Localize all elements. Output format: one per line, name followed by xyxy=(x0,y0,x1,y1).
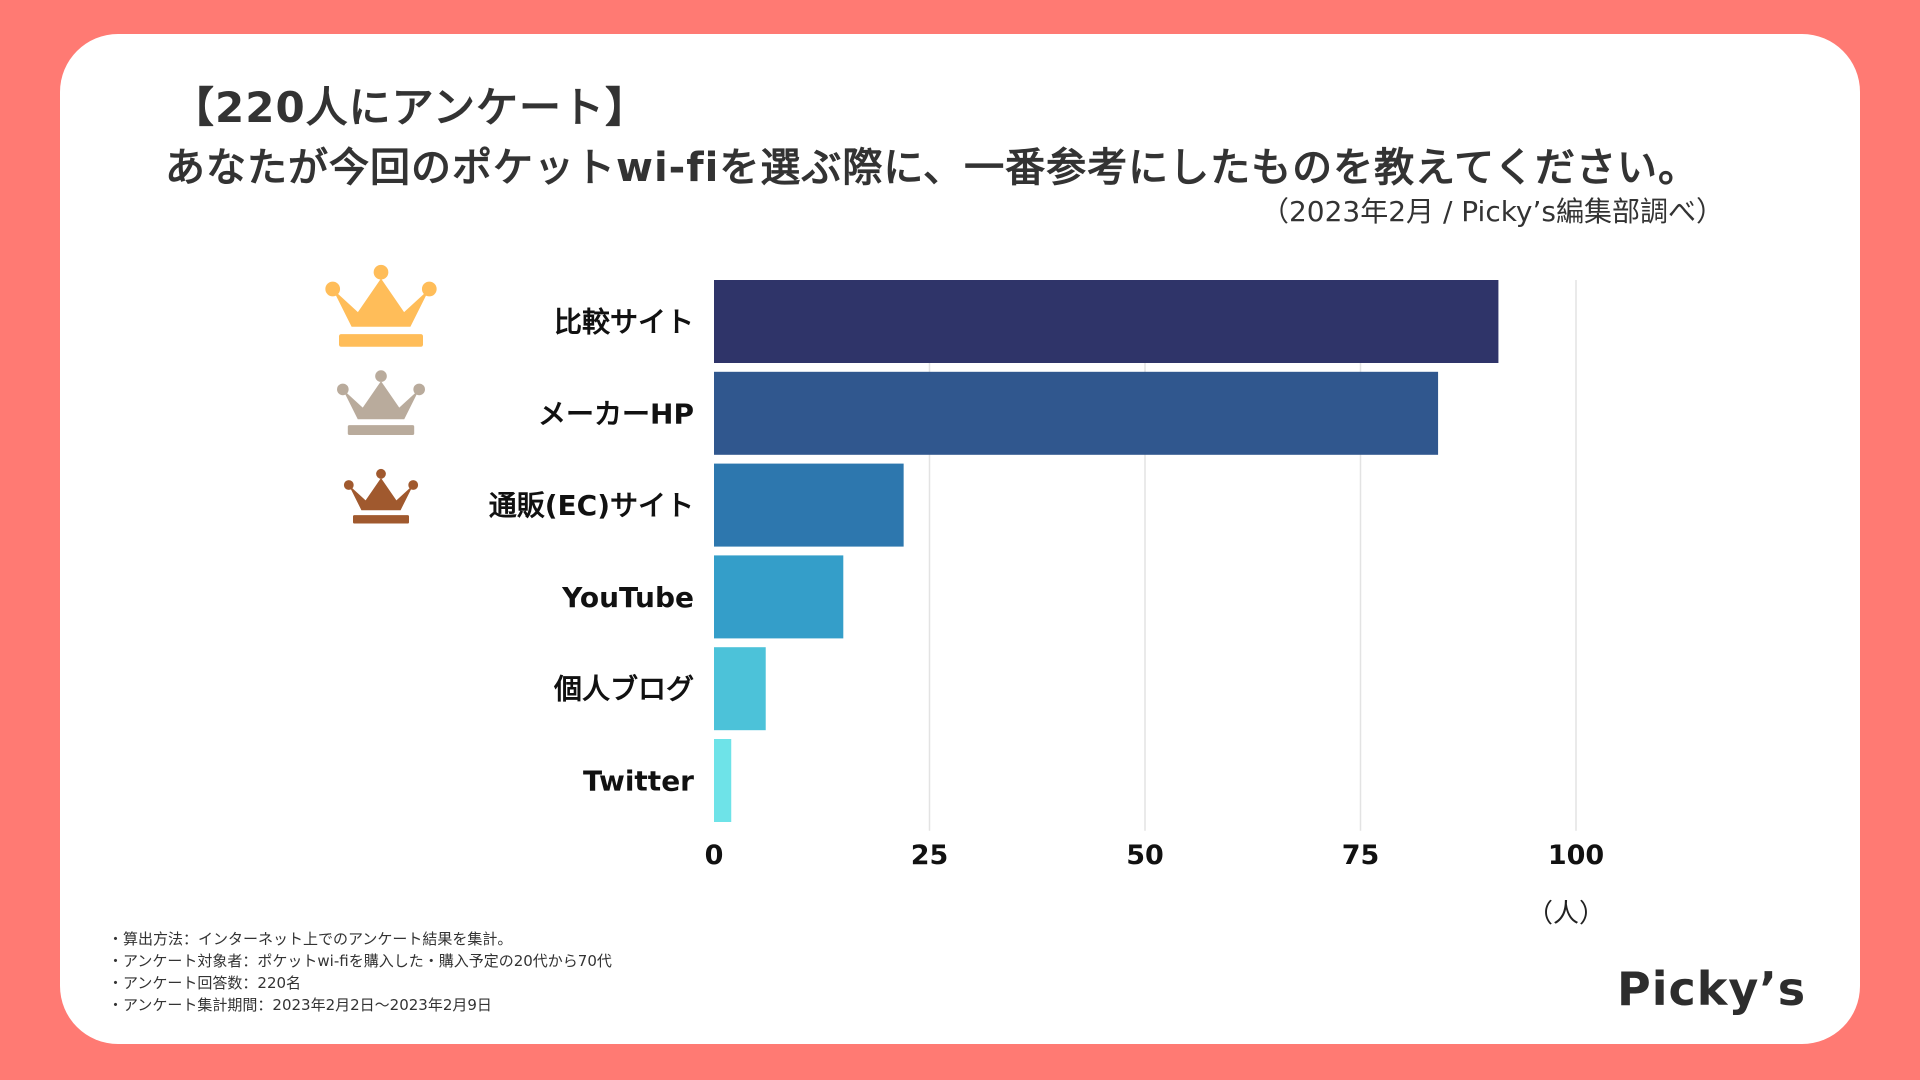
category-label: メーカーHP xyxy=(538,397,694,430)
bar xyxy=(714,647,766,731)
note-line: ・アンケート集計期間：2023年2月2日〜2023年2月9日 xyxy=(108,996,492,1014)
category-label: 個人ブログ xyxy=(553,673,694,706)
tick-label: 75 xyxy=(1342,840,1380,871)
brand-logo: Picky’s xyxy=(1617,962,1807,1016)
silver-crown-icon xyxy=(337,370,425,436)
axis-unit-label: （人） xyxy=(1527,899,1605,929)
bar xyxy=(714,555,844,639)
source-note: （2023年2月 / Picky’s編集部調べ） xyxy=(1260,195,1724,228)
content-card xyxy=(60,34,1860,1044)
bar xyxy=(714,739,732,822)
tick-label: 100 xyxy=(1548,840,1604,871)
tick-label: 0 xyxy=(705,840,724,871)
category-label: Twitter xyxy=(583,765,694,798)
category-label: 比較サイト xyxy=(554,306,694,339)
survey-question: あなたが今回のポケットwi-fiを選ぶ際に、一番参考にしたものを教えてください。 xyxy=(165,145,1699,191)
note-line: ・算出方法：インターネット上でのアンケート結果を集計。 xyxy=(108,930,513,948)
note-line: ・アンケート回答数：220名 xyxy=(108,974,302,992)
gold-crown-icon xyxy=(325,264,437,347)
bar xyxy=(714,371,1439,455)
bar xyxy=(714,280,1499,363)
tick-label: 25 xyxy=(911,840,949,871)
bronze-crown-icon xyxy=(343,468,419,524)
category-label: YouTube xyxy=(561,581,694,614)
page-title: 【220人にアンケート】 xyxy=(172,83,648,132)
tick-label: 50 xyxy=(1126,840,1164,871)
bar xyxy=(714,463,904,547)
category-label: 通販(EC)サイト xyxy=(489,489,694,522)
note-line: ・アンケート対象者：ポケットwi-fiを購入した・購入予定の20代から70代 xyxy=(108,952,612,970)
survey-notes: ・算出方法：インターネット上でのアンケート結果を集計。 ・アンケート対象者：ポケ… xyxy=(108,928,612,1016)
